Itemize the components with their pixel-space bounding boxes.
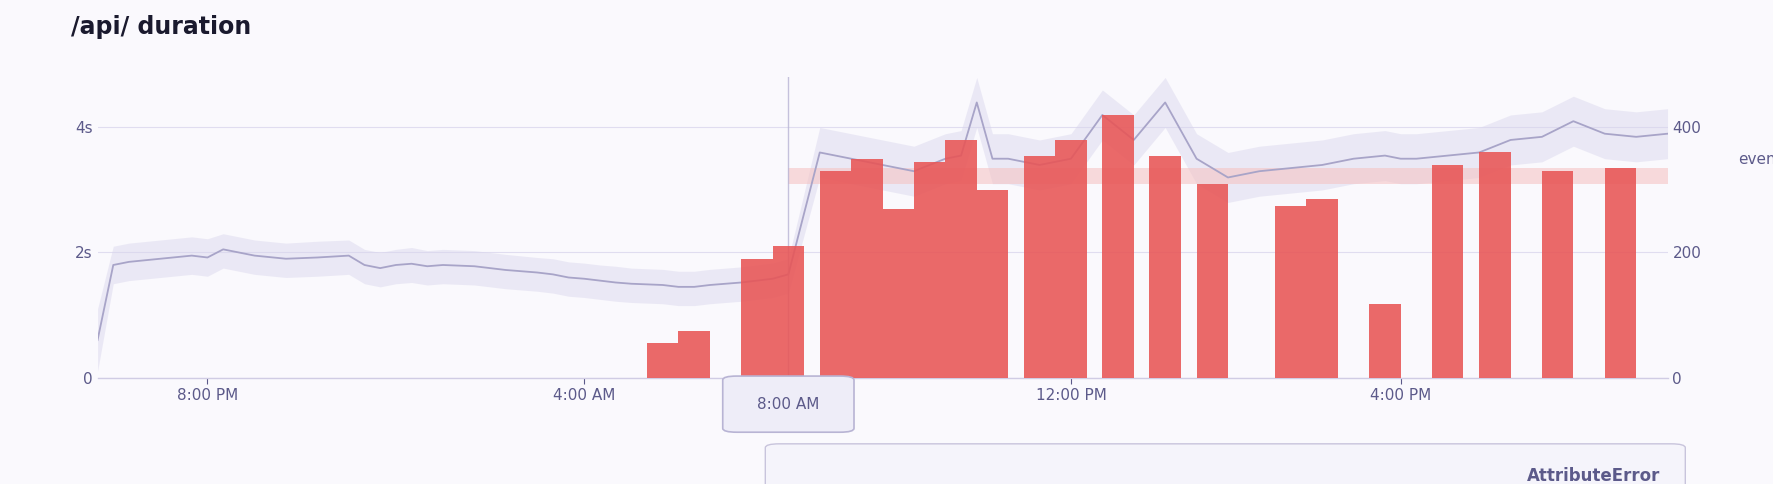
Text: /api/ duration: /api/ duration (71, 15, 252, 39)
Bar (1605, 168, 1635, 378)
Bar (913, 162, 945, 378)
Text: 8:00 AM: 8:00 AM (757, 397, 819, 411)
Bar (1541, 171, 1573, 378)
Bar (1305, 199, 1337, 378)
Bar (851, 159, 883, 378)
Bar (647, 343, 677, 378)
Bar (819, 171, 851, 378)
Bar (741, 259, 773, 378)
Bar (1275, 206, 1305, 378)
Bar (1023, 155, 1055, 378)
Text: events: events (1738, 152, 1773, 167)
Bar (1101, 115, 1133, 378)
Bar (977, 190, 1007, 378)
Bar (1479, 152, 1511, 378)
Bar (945, 140, 977, 378)
Bar (1149, 155, 1181, 378)
Text: AttributeError: AttributeError (1527, 467, 1660, 484)
Bar (883, 209, 913, 378)
Bar (677, 331, 709, 378)
Bar (1431, 165, 1463, 378)
Bar (1197, 184, 1227, 378)
Bar (773, 246, 803, 378)
Bar (1055, 140, 1087, 378)
Bar (1369, 304, 1401, 378)
